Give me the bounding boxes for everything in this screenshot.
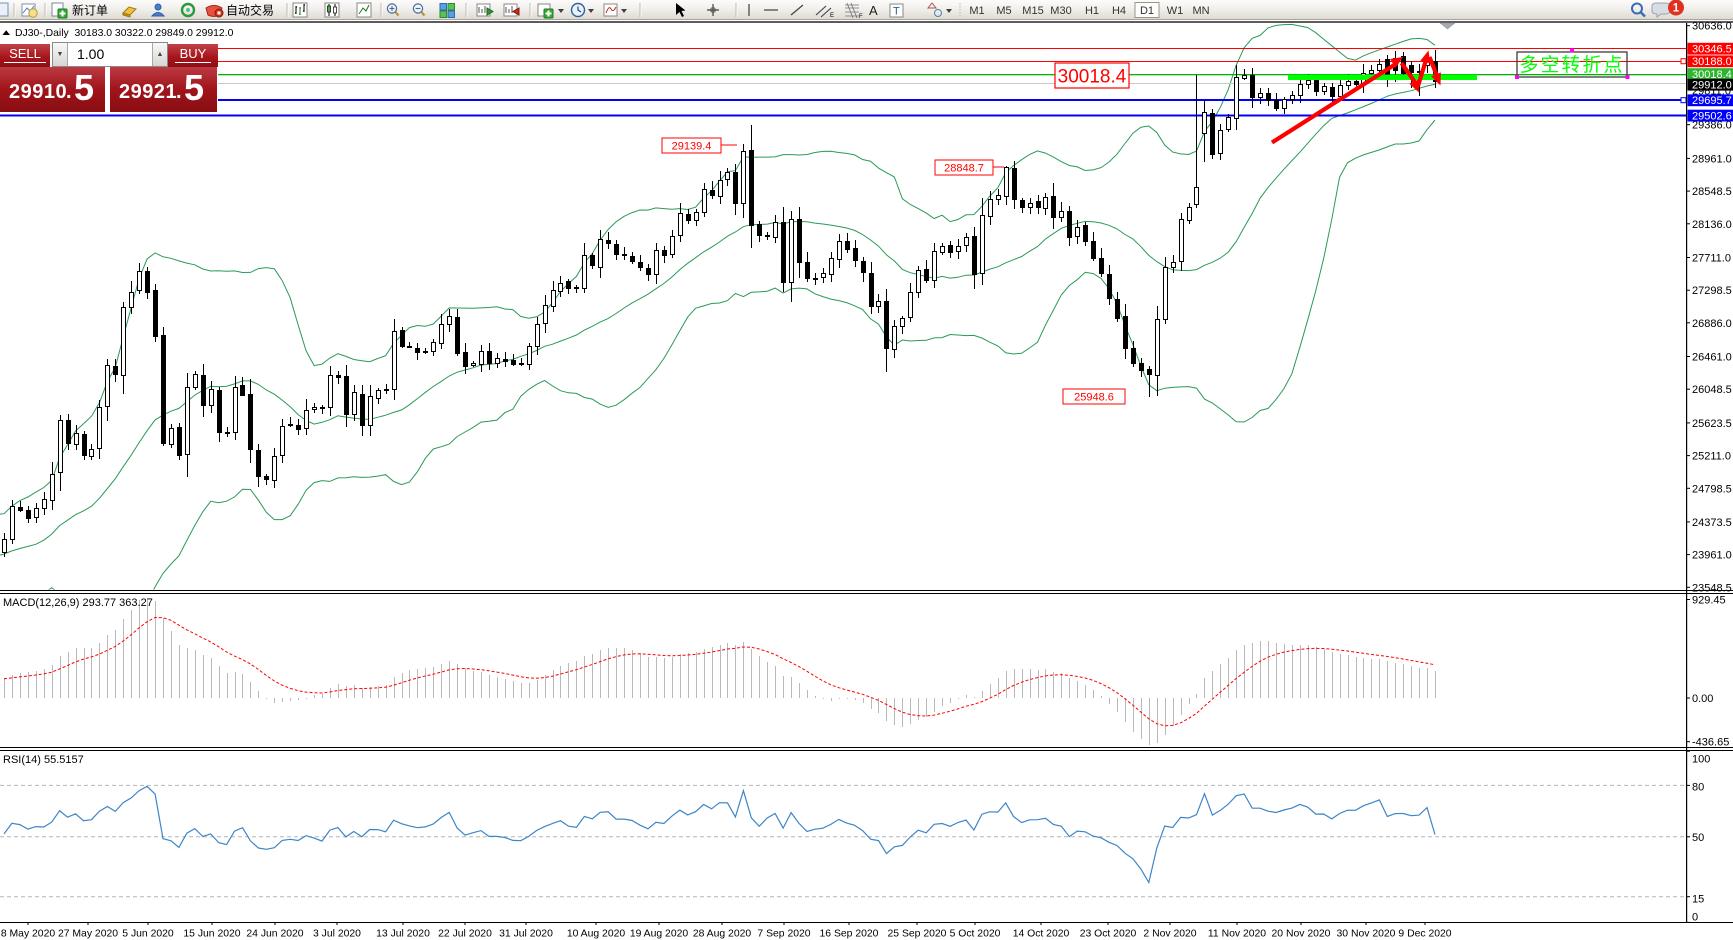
svg-text:25948.6: 25948.6 [1074, 391, 1114, 403]
svg-text:30 Nov 2020: 30 Nov 2020 [1337, 929, 1396, 940]
svg-text:A: A [869, 3, 878, 18]
svg-text:E: E [830, 13, 834, 19]
svg-text:23 Oct 2020: 23 Oct 2020 [1080, 929, 1137, 940]
svg-text:1: 1 [1673, 3, 1680, 15]
svg-text:30188.0: 30188.0 [1692, 56, 1732, 68]
svg-text:F: F [859, 14, 863, 20]
svg-text:30636.0: 30636.0 [1692, 21, 1732, 33]
svg-text:20 Nov 2020: 20 Nov 2020 [1272, 929, 1331, 940]
svg-text:29502.6: 29502.6 [1692, 111, 1732, 123]
svg-text:30346.5: 30346.5 [1692, 44, 1732, 56]
svg-text:3 Jul 2020: 3 Jul 2020 [313, 929, 361, 940]
svg-text:9 Dec 2020: 9 Dec 2020 [1398, 929, 1451, 940]
svg-text:100: 100 [1692, 753, 1710, 765]
svg-text:8 May 2020: 8 May 2020 [1, 929, 56, 940]
svg-text:M1: M1 [969, 5, 984, 17]
svg-text:29386.0: 29386.0 [1692, 120, 1732, 132]
svg-text:2 Nov 2020: 2 Nov 2020 [1143, 929, 1196, 940]
svg-text:23961.0: 23961.0 [1692, 550, 1732, 562]
svg-text:D1: D1 [1140, 5, 1154, 17]
svg-text:30018.4: 30018.4 [1058, 66, 1127, 87]
svg-text:27 May 2020: 27 May 2020 [58, 929, 118, 940]
svg-text:DJ30-,Daily 30183.0 30322.0 2: DJ30-,Daily 30183.0 30322.0 29849.0 2991… [15, 28, 234, 39]
svg-text:15 Jun 2020: 15 Jun 2020 [183, 929, 240, 940]
svg-text:16 Sep 2020: 16 Sep 2020 [820, 929, 879, 940]
svg-text:28136.0: 28136.0 [1692, 219, 1732, 231]
svg-text:MACD(12,26,9) 293.77 363.27: MACD(12,26,9) 293.77 363.27 [3, 597, 153, 609]
svg-text:5 Jun 2020: 5 Jun 2020 [122, 929, 174, 940]
svg-text:19 Aug 2020: 19 Aug 2020 [630, 929, 689, 940]
svg-text:新订单: 新订单 [72, 3, 108, 18]
svg-text:28848.7: 28848.7 [944, 162, 984, 174]
svg-text:11 Nov 2020: 11 Nov 2020 [1208, 929, 1266, 940]
svg-text:7 Sep 2020: 7 Sep 2020 [757, 929, 810, 940]
svg-text:MN: MN [1192, 5, 1209, 17]
svg-text:29139.4: 29139.4 [672, 140, 712, 152]
svg-text:10 Aug 2020: 10 Aug 2020 [567, 929, 626, 940]
svg-text:27298.5: 27298.5 [1692, 285, 1732, 297]
svg-text:30018.4: 30018.4 [1692, 69, 1732, 81]
svg-text:26461.0: 26461.0 [1692, 352, 1732, 364]
svg-text:26886.0: 26886.0 [1692, 318, 1732, 330]
svg-text:H1: H1 [1085, 5, 1099, 17]
svg-text:29695.7: 29695.7 [1692, 95, 1732, 107]
svg-text:15: 15 [1692, 894, 1704, 906]
svg-text:0.00: 0.00 [1692, 693, 1713, 705]
svg-text:0: 0 [1692, 912, 1698, 924]
svg-text:13 Jul 2020: 13 Jul 2020 [376, 929, 430, 940]
svg-text:25 Sep 2020: 25 Sep 2020 [888, 929, 947, 940]
svg-text:W1: W1 [1167, 5, 1184, 17]
svg-text:22 Jul 2020: 22 Jul 2020 [438, 929, 492, 940]
svg-text:M15: M15 [1022, 5, 1043, 17]
svg-text:M30: M30 [1050, 5, 1071, 17]
svg-text:929.45: 929.45 [1692, 595, 1726, 607]
svg-text:25623.5: 25623.5 [1692, 418, 1732, 430]
svg-text:M5: M5 [996, 5, 1011, 17]
svg-text:24 Jun 2020: 24 Jun 2020 [246, 929, 303, 940]
svg-text:-436.65: -436.65 [1692, 737, 1729, 749]
svg-text:50: 50 [1692, 832, 1704, 844]
svg-text:28548.5: 28548.5 [1692, 186, 1732, 198]
svg-text:自动交易: 自动交易 [226, 3, 274, 18]
svg-text:28961.0: 28961.0 [1692, 153, 1732, 165]
svg-text:23548.5: 23548.5 [1692, 582, 1732, 594]
svg-text:29912.0: 29912.0 [1692, 80, 1732, 92]
svg-text:27711.0: 27711.0 [1692, 253, 1731, 265]
svg-text:多空转折点: 多空转折点 [1519, 54, 1624, 76]
svg-text:T: T [893, 6, 900, 18]
svg-text:24373.5: 24373.5 [1692, 517, 1732, 529]
svg-text:26048.5: 26048.5 [1692, 384, 1732, 396]
svg-text:24798.5: 24798.5 [1692, 483, 1732, 495]
svg-text:25211.0: 25211.0 [1692, 451, 1731, 463]
svg-text:5 Oct 2020: 5 Oct 2020 [950, 929, 1001, 940]
svg-text:RSI(14) 55.5157: RSI(14) 55.5157 [3, 754, 84, 766]
svg-text:28 Aug 2020: 28 Aug 2020 [693, 929, 752, 940]
svg-text:31 Jul 2020: 31 Jul 2020 [499, 929, 553, 940]
svg-text:14 Oct 2020: 14 Oct 2020 [1013, 929, 1070, 940]
svg-text:80: 80 [1692, 782, 1704, 794]
svg-text:H4: H4 [1112, 5, 1126, 17]
